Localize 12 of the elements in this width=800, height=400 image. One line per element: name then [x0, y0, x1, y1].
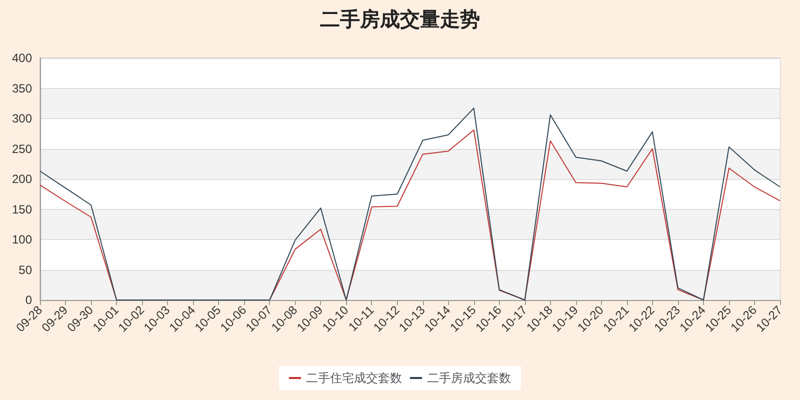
y-tick-label: 350 — [12, 81, 32, 96]
y-tick-label: 100 — [12, 232, 32, 246]
y-tick-label: 50 — [18, 262, 32, 277]
y-tick-label: 400 — [12, 51, 32, 65]
y-tick-label: 250 — [12, 142, 32, 156]
y-tick-label: 0 — [25, 293, 32, 307]
y-tick-label: 300 — [12, 112, 32, 126]
y-tick-label: 200 — [12, 172, 32, 186]
chart-title: 二手房成交量走势 — [320, 7, 480, 31]
y-tick-label: 150 — [12, 202, 32, 216]
legend-label: 二手房成交套数 — [427, 371, 511, 385]
legend-label: 二手住宅成交套数 — [306, 371, 402, 385]
